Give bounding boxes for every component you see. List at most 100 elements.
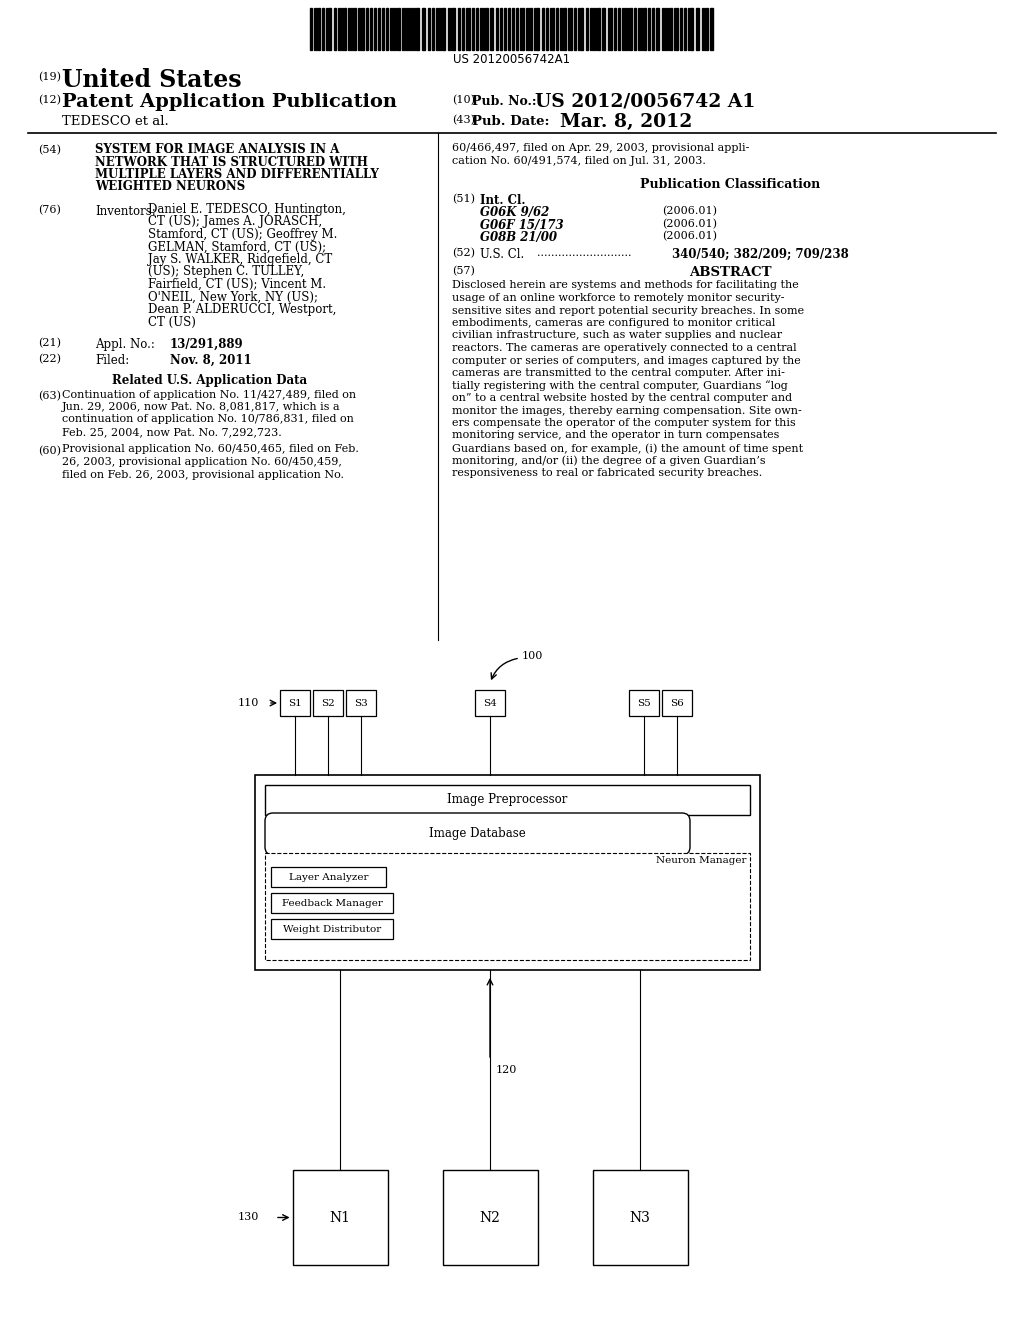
Bar xyxy=(574,8,575,50)
Text: cameras are transmitted to the central computer. After ini-: cameras are transmitted to the central c… xyxy=(452,368,784,378)
Bar xyxy=(706,8,708,50)
Bar xyxy=(690,8,693,50)
Text: (43): (43) xyxy=(452,115,475,125)
Text: (21): (21) xyxy=(38,338,61,348)
Bar xyxy=(546,8,548,50)
Bar xyxy=(652,8,654,50)
Bar xyxy=(293,1170,387,1265)
Text: Stamford, CT (US); Geoffrey M.: Stamford, CT (US); Geoffrey M. xyxy=(148,228,337,242)
Bar xyxy=(684,8,686,50)
Text: (19): (19) xyxy=(38,73,61,82)
Bar xyxy=(334,8,336,50)
Bar xyxy=(710,8,713,50)
Bar xyxy=(428,8,430,50)
Text: Jay S. WALKER, Ridgefield, CT: Jay S. WALKER, Ridgefield, CT xyxy=(148,253,332,267)
Text: SYSTEM FOR IMAGE ANALYSIS IN A: SYSTEM FOR IMAGE ANALYSIS IN A xyxy=(95,143,339,156)
Bar xyxy=(486,8,488,50)
Text: N2: N2 xyxy=(479,1210,501,1225)
Text: (12): (12) xyxy=(38,95,61,106)
Text: Guardians based on, for example, (i) the amount of time spent: Guardians based on, for example, (i) the… xyxy=(452,444,803,454)
Text: Neuron Manager: Neuron Manager xyxy=(655,855,746,865)
Text: US 20120056742A1: US 20120056742A1 xyxy=(454,53,570,66)
Bar xyxy=(552,8,554,50)
Text: 26, 2003, provisional application No. 60/450,459,: 26, 2003, provisional application No. 60… xyxy=(62,457,342,467)
Text: on” to a central website hosted by the central computer and: on” to a central website hosted by the c… xyxy=(452,393,793,403)
Text: Provisional application No. 60/450,465, filed on Feb.: Provisional application No. 60/450,465, … xyxy=(62,445,358,454)
Text: (57): (57) xyxy=(452,267,475,276)
Text: civilian infrastructure, such as water supplies and nuclear: civilian infrastructure, such as water s… xyxy=(452,330,782,341)
Text: monitor the images, thereby earning compensation. Site own-: monitor the images, thereby earning comp… xyxy=(452,405,802,416)
Bar xyxy=(656,8,659,50)
Text: Pub. Date:: Pub. Date: xyxy=(472,115,550,128)
Text: Dean P. ALDERUCCI, Westport,: Dean P. ALDERUCCI, Westport, xyxy=(148,304,336,315)
Bar xyxy=(602,8,605,50)
Bar xyxy=(386,8,388,50)
Text: (63): (63) xyxy=(38,391,61,401)
Text: (2006.01): (2006.01) xyxy=(662,206,717,216)
Bar xyxy=(462,8,464,50)
Bar xyxy=(556,8,558,50)
Text: 13/291,889: 13/291,889 xyxy=(170,338,244,351)
Bar xyxy=(542,8,544,50)
Bar xyxy=(344,8,346,50)
Text: Int. Cl.: Int. Cl. xyxy=(480,194,525,206)
Text: Filed:: Filed: xyxy=(95,354,129,367)
Text: monitoring, and/or (ii) the degree of a given Guardian’s: monitoring, and/or (ii) the degree of a … xyxy=(452,455,766,466)
Text: Related U.S. Application Data: Related U.S. Application Data xyxy=(113,374,307,387)
Bar xyxy=(366,8,368,50)
Text: 60/466,497, filed on Apr. 29, 2003, provisional appli-: 60/466,497, filed on Apr. 29, 2003, prov… xyxy=(452,143,750,153)
Text: MULTIPLE LAYERS AND DIFFERENTIALLY: MULTIPLE LAYERS AND DIFFERENTIALLY xyxy=(95,168,379,181)
Text: S3: S3 xyxy=(354,698,368,708)
Text: G08B 21/00: G08B 21/00 xyxy=(480,231,557,244)
Bar xyxy=(586,8,588,50)
Bar xyxy=(504,8,506,50)
Text: S5: S5 xyxy=(637,698,651,708)
Bar xyxy=(580,8,583,50)
Text: (60): (60) xyxy=(38,446,61,455)
Bar xyxy=(508,8,510,50)
Bar xyxy=(271,894,393,913)
Bar xyxy=(442,1170,538,1265)
Text: monitoring service, and the operator in turn compensates: monitoring service, and the operator in … xyxy=(452,430,779,441)
Text: 130: 130 xyxy=(238,1213,259,1222)
Bar xyxy=(313,690,343,715)
Bar xyxy=(328,8,331,50)
Text: Layer Analyzer: Layer Analyzer xyxy=(289,873,369,882)
Text: reactors. The cameras are operatively connected to a central: reactors. The cameras are operatively co… xyxy=(452,343,797,352)
Bar xyxy=(422,8,425,50)
Text: (10): (10) xyxy=(452,95,475,106)
Bar xyxy=(378,8,380,50)
Bar xyxy=(476,8,478,50)
Text: (US); Stephen C. TULLEY,: (US); Stephen C. TULLEY, xyxy=(148,265,304,279)
Bar xyxy=(512,8,514,50)
Bar xyxy=(648,8,650,50)
Bar xyxy=(322,8,324,50)
Text: (22): (22) xyxy=(38,354,61,364)
Text: N3: N3 xyxy=(630,1210,650,1225)
Text: sensitive sites and report potential security breaches. In some: sensitive sites and report potential sec… xyxy=(452,305,804,315)
Text: (51): (51) xyxy=(452,194,475,203)
Text: Continuation of application No. 11/427,489, filed on: Continuation of application No. 11/427,4… xyxy=(62,389,356,400)
Text: (76): (76) xyxy=(38,205,60,215)
Text: (2006.01): (2006.01) xyxy=(662,219,717,228)
Text: Feedback Manager: Feedback Manager xyxy=(282,899,382,908)
Bar xyxy=(255,775,760,970)
Bar xyxy=(610,8,612,50)
Bar xyxy=(416,8,419,50)
Bar xyxy=(475,690,505,715)
Bar xyxy=(634,8,636,50)
Bar xyxy=(516,8,518,50)
Text: 110: 110 xyxy=(238,698,259,708)
Text: S4: S4 xyxy=(483,698,497,708)
Bar xyxy=(536,8,539,50)
Text: (52): (52) xyxy=(452,248,475,257)
Bar xyxy=(265,853,750,960)
Bar xyxy=(680,8,682,50)
Bar xyxy=(490,8,493,50)
Text: computer or series of computers, and images captured by the: computer or series of computers, and ima… xyxy=(452,355,801,366)
Text: O'NEIL, New York, NY (US);: O'NEIL, New York, NY (US); xyxy=(148,290,318,304)
Bar xyxy=(362,8,364,50)
Text: CT (US): CT (US) xyxy=(148,315,196,329)
Bar xyxy=(644,8,646,50)
Text: S1: S1 xyxy=(288,698,302,708)
